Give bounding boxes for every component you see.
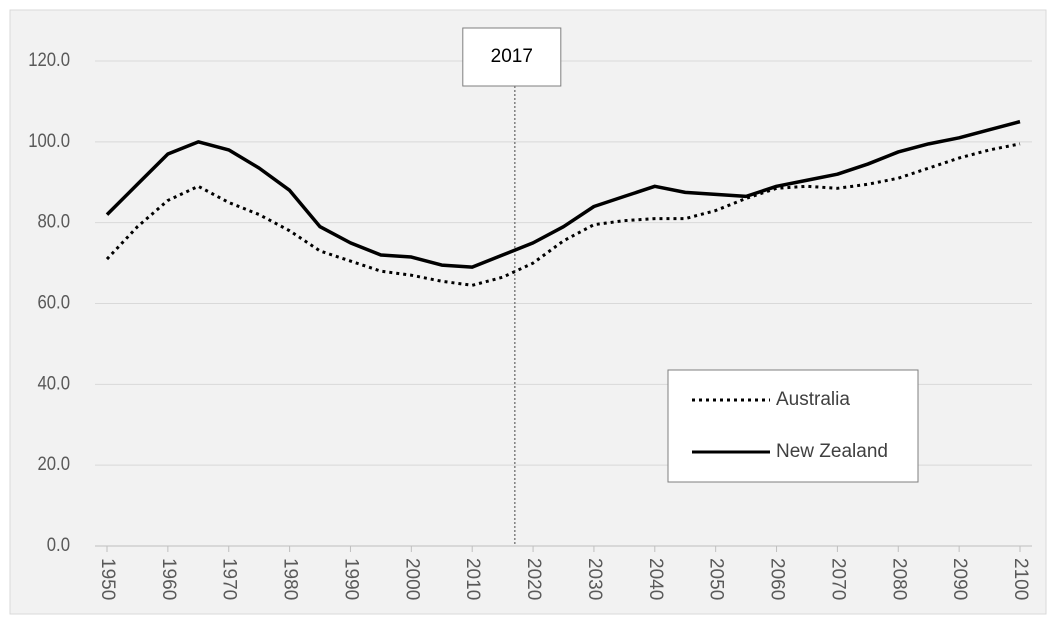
x-tick-label: 1950 [97, 558, 118, 600]
annotation-label: 2017 [491, 46, 533, 67]
y-tick-label: 60.0 [37, 292, 70, 313]
x-tick-label: 2060 [767, 558, 788, 600]
y-tick-label: 120.0 [28, 49, 70, 70]
legend-label: Australia [776, 389, 850, 410]
x-tick-label: 1960 [158, 558, 179, 600]
legend-label: New Zealand [776, 441, 888, 462]
x-tick-label: 2030 [584, 558, 605, 600]
y-tick-label: 40.0 [37, 372, 70, 393]
x-tick-label: 2010 [462, 558, 483, 600]
x-tick-label: 2050 [706, 558, 727, 600]
chart-area [9, 9, 1047, 615]
legend-box [667, 369, 919, 483]
x-tick-label: 2080 [888, 558, 909, 600]
x-tick-label: 1990 [340, 558, 361, 600]
y-tick-label: 80.0 [37, 211, 70, 232]
x-tick-label: 2040 [645, 558, 666, 600]
line-series [105, 119, 1021, 269]
y-tick-label: 0.0 [47, 534, 70, 555]
y-tick-label: 20.0 [37, 453, 70, 474]
annotation-box [462, 27, 562, 87]
x-tick-label: 1970 [219, 558, 240, 600]
x-tick-label: 1980 [280, 558, 301, 600]
y-tick-label: 100.0 [28, 130, 70, 151]
x-tick-label: 2100 [1010, 558, 1031, 600]
x-tick-label: 2090 [949, 558, 970, 600]
x-tick-label: 2000 [401, 558, 422, 600]
x-tick-label: 2020 [523, 558, 544, 600]
x-tick-label: 2070 [827, 558, 848, 600]
